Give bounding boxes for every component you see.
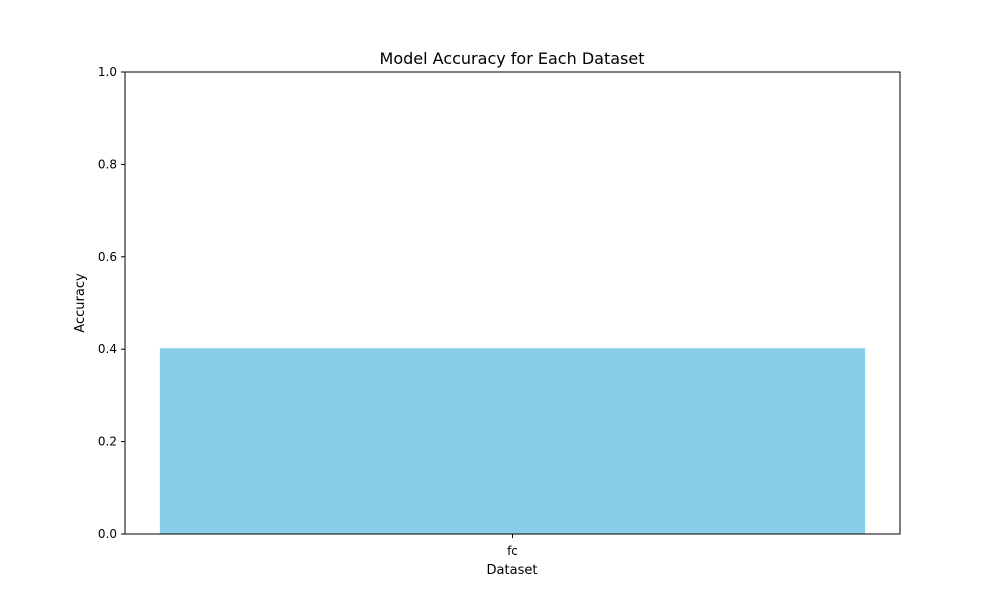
y-axis-label: Accuracy — [73, 273, 88, 333]
chart-title: Model Accuracy for Each Dataset — [380, 49, 645, 68]
y-tick-label: 0.0 — [98, 527, 117, 541]
y-tick-label: 0.8 — [98, 157, 117, 171]
x-axis-ticks: fc — [507, 534, 518, 558]
bar-series — [159, 348, 866, 534]
y-tick-label: 0.2 — [98, 435, 117, 449]
y-tick-label: 1.0 — [98, 65, 117, 79]
y-tick-label: 0.6 — [98, 250, 117, 264]
bar-fc — [159, 348, 866, 534]
plot-area: 0.0 0.2 0.4 0.6 0.8 1.0 fc — [98, 65, 901, 558]
x-axis-label: Dataset — [487, 563, 538, 578]
y-axis-ticks: 0.0 0.2 0.4 0.6 0.8 1.0 — [98, 65, 125, 541]
y-tick-label: 0.4 — [98, 342, 117, 356]
x-tick-label: fc — [507, 544, 518, 558]
